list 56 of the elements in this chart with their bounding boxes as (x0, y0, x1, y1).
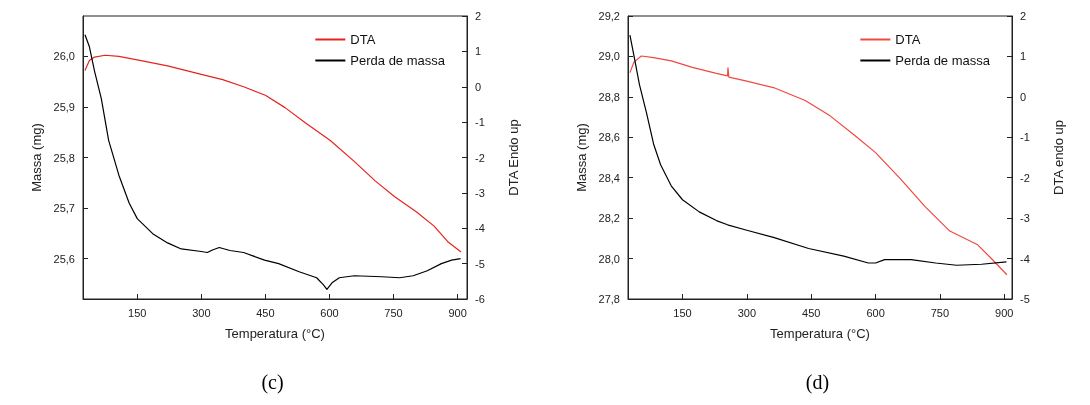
y2-axis-title: DTA Endo up (506, 119, 521, 196)
y2-tick-label: -1 (1020, 131, 1030, 144)
line-series (84, 34, 462, 290)
y-tick-label: 25,8 (53, 151, 75, 164)
x-tick-label: 600 (320, 306, 339, 319)
x-tick-label: 450 (256, 306, 275, 319)
y2-tick-label: -2 (1020, 171, 1030, 184)
x-tick-label: 150 (673, 306, 692, 319)
y-axis-title: Massa (mg) (28, 123, 44, 192)
x-axis-title: Temperatura (°C) (770, 326, 870, 341)
y2-tick-label: -4 (475, 222, 485, 235)
text: (c) (261, 371, 284, 394)
y-tick-label: 25,6 (53, 252, 75, 265)
y-tick-label: 28,6 (598, 131, 620, 144)
y2-tick-label: -3 (475, 186, 485, 199)
x-tick-label: 300 (737, 306, 757, 319)
y2-tick-label: -5 (1020, 293, 1030, 305)
x-tick-label: 300 (192, 306, 211, 319)
y-tick-label: 29,2 (598, 10, 620, 22)
y2-axis-title: DTA endo up (1051, 120, 1066, 195)
y2-tick-label: 2 (475, 10, 482, 22)
y-tick-label: 26,0 (53, 50, 75, 63)
x-tick-label: 150 (128, 306, 147, 319)
y2-tick-label: -2 (475, 151, 485, 164)
y-tick-label: 29,0 (598, 50, 620, 63)
x-axis-title: Temperatura (°C) (225, 326, 325, 341)
x-tick-label: 900 (448, 306, 467, 319)
y-tick-label: 27,8 (598, 293, 620, 305)
legend-label: Perda de massa (350, 53, 446, 68)
legend-label: DTA (895, 32, 921, 47)
y-tick-label: 28,8 (598, 90, 620, 103)
y2-tick-label: 1 (1020, 50, 1027, 63)
y2-tick-label: -6 (475, 293, 485, 305)
text: (d) (805, 371, 830, 394)
legend-label: Perda de massa (895, 53, 991, 68)
y-tick-label: 28,4 (598, 171, 620, 184)
x-tick-label: 450 (802, 306, 821, 319)
y2-tick-label: -5 (475, 257, 485, 270)
y2-tick-label: 1 (475, 45, 482, 58)
y2-tick-label: 2 (1020, 10, 1027, 22)
y2-tick-label: 0 (475, 80, 482, 93)
y-tick-label: 28,0 (598, 252, 620, 265)
x-tick-label: 900 (995, 306, 1014, 319)
y-axis-title: Massa (mg) (573, 123, 589, 192)
line-series (84, 54, 462, 253)
y2-tick-label: -1 (475, 116, 485, 129)
y-tick-label: 25,7 (53, 202, 75, 215)
y2-tick-label: -3 (1020, 212, 1030, 225)
x-tick-label: 750 (384, 306, 403, 319)
y-tick-label: 25,9 (53, 100, 75, 113)
legend-label: DTA (350, 32, 376, 47)
y2-tick-label: -4 (1020, 252, 1030, 265)
y-tick-label: 28,2 (598, 212, 620, 225)
x-tick-label: 600 (866, 306, 885, 319)
x-tick-label: 750 (930, 306, 950, 319)
y2-tick-label: 0 (1020, 90, 1027, 103)
